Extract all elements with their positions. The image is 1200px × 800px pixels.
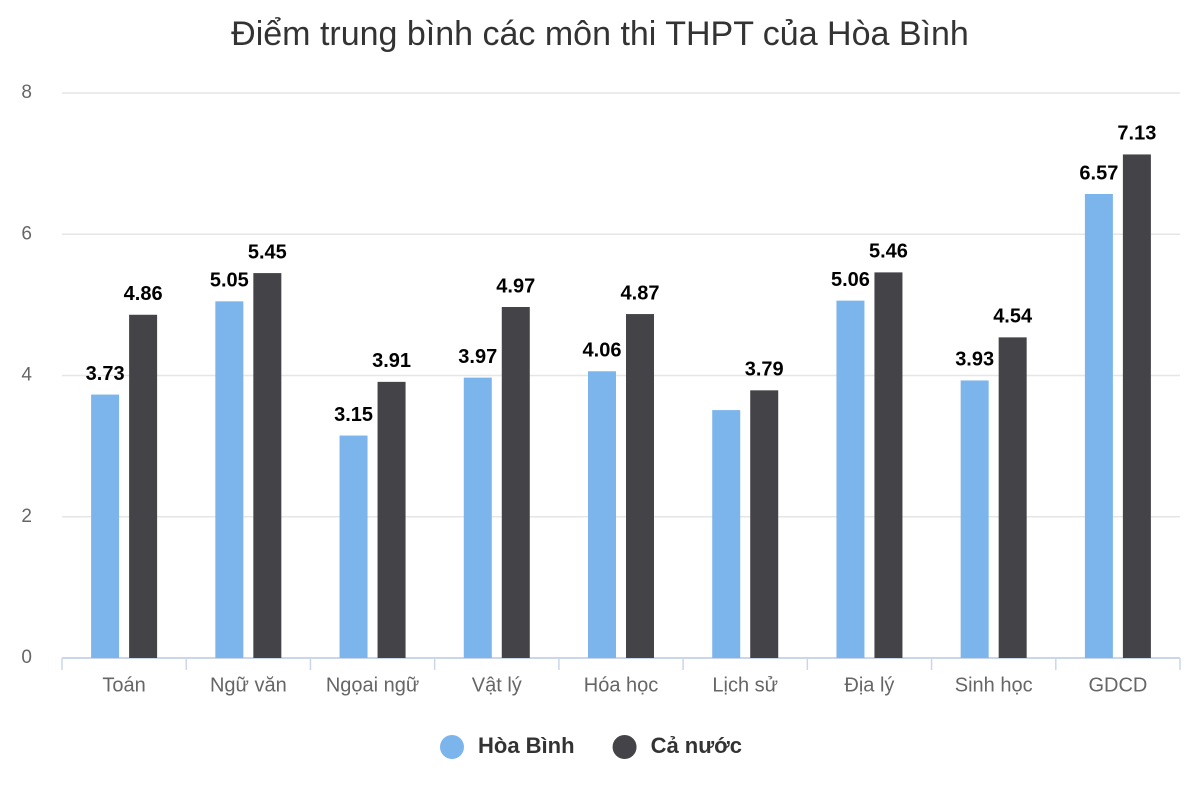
bar: [501, 306, 530, 658]
bar: [588, 371, 616, 658]
bar: [1122, 154, 1151, 658]
legend-label: Hòa Bình: [478, 733, 575, 758]
x-tick-label: Vật lý: [472, 674, 522, 696]
bar: [377, 381, 406, 658]
data-label: 3.15: [334, 404, 373, 426]
legend-marker: [612, 735, 637, 759]
bar: [626, 314, 654, 658]
bar: [253, 273, 282, 658]
bar: [129, 314, 158, 658]
data-label: 4.54: [993, 306, 1033, 328]
x-tick-label: Sinh học: [955, 674, 1033, 696]
bar: [1084, 193, 1113, 658]
bar: [91, 394, 120, 658]
data-label: 5.06: [831, 269, 870, 291]
bar: [215, 301, 244, 658]
y-tick-label: 6: [21, 223, 32, 244]
bar: [998, 337, 1027, 658]
bar: [750, 390, 779, 658]
data-label: 3.73: [86, 363, 125, 385]
x-tick-label: GDCD: [1088, 674, 1147, 696]
data-label: 4.87: [621, 282, 660, 304]
data-label: 5.45: [248, 241, 287, 263]
data-label: 4.97: [496, 275, 535, 297]
bar: [960, 380, 989, 658]
y-tick-label: 8: [21, 82, 32, 103]
y-tick-label: 4: [21, 365, 32, 386]
x-tick-label: Toán: [102, 674, 145, 696]
bar: [836, 300, 865, 658]
x-tick-label: Ngọai ngữ: [326, 674, 419, 696]
y-tick-label: 0: [21, 647, 32, 668]
x-tick-label: Địa lý: [844, 674, 894, 696]
bar: [874, 272, 903, 658]
x-tick-label: Lịch sử: [712, 674, 778, 696]
chart-title: Điểm trung bình các môn thi THPT của Hòa…: [231, 15, 969, 53]
bar: [712, 410, 741, 658]
legend-label: Cả nước: [651, 733, 742, 758]
data-label: 6.57: [1079, 162, 1118, 184]
data-label: 5.46: [869, 241, 908, 263]
y-tick-label: 2: [21, 506, 32, 527]
data-label: 5.05: [210, 270, 249, 292]
x-tick-label: Ngữ văn: [210, 674, 287, 696]
x-tick-label: Hóa học: [584, 674, 659, 696]
bar: [339, 435, 368, 658]
bar: [463, 377, 492, 658]
data-label: 3.97: [458, 346, 497, 368]
data-label: 7.13: [1117, 123, 1156, 145]
data-label: 4.06: [583, 340, 622, 362]
data-label: 3.79: [745, 359, 784, 381]
data-label: 3.93: [955, 349, 994, 371]
data-label: 3.91: [372, 350, 411, 372]
data-label: 4.86: [124, 283, 163, 305]
legend-marker: [440, 735, 464, 759]
